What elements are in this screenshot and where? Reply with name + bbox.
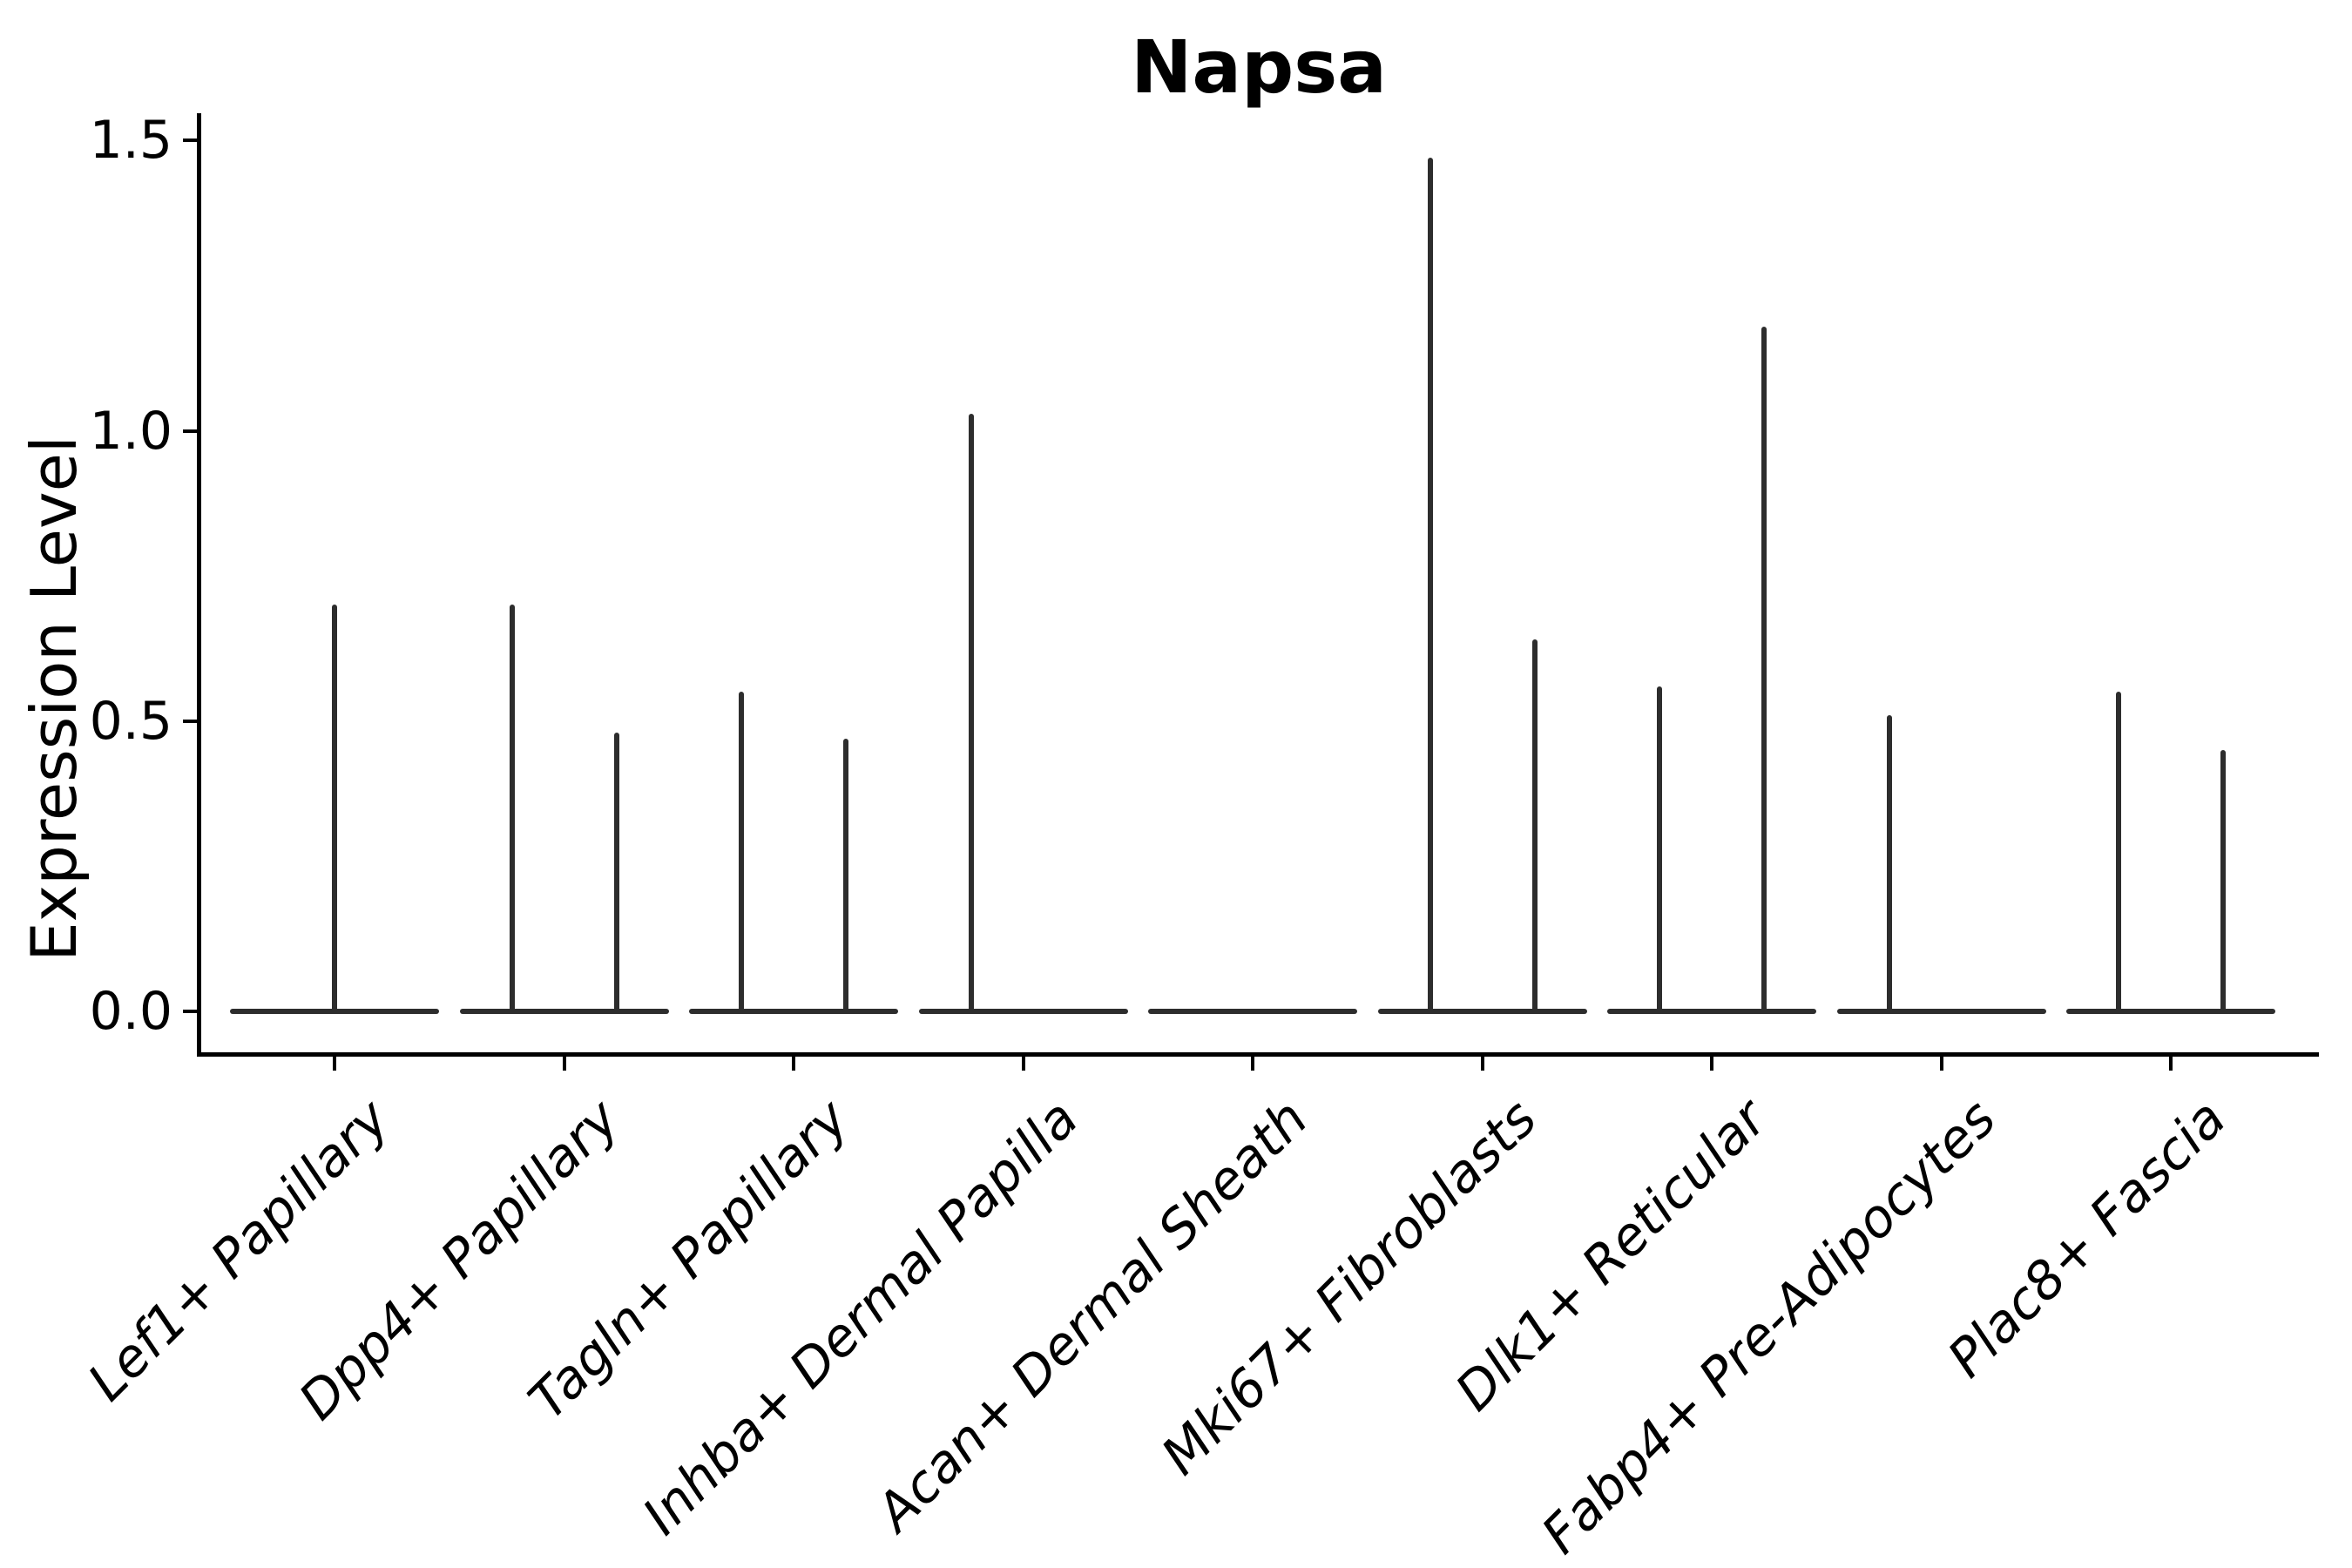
- x-tick-mark: [562, 1057, 566, 1071]
- x-tick-label: Fabp4+ Pre-Adipocytes: [1531, 1088, 2009, 1566]
- violin-spike: [739, 692, 744, 1014]
- x-tick-label: Mki67+ Fibroblasts: [1150, 1088, 1550, 1487]
- violin-spike: [2116, 692, 2121, 1014]
- violin-spike: [1531, 639, 1538, 1014]
- violin-spike: [1657, 686, 1662, 1014]
- x-tick-mark: [792, 1057, 795, 1071]
- x-tick-mark: [1021, 1057, 1025, 1071]
- x-tick-label: Acan+ Dermal Sheath: [864, 1088, 1320, 1544]
- x-axis-spine: [197, 1052, 2319, 1057]
- y-tick-mark: [183, 429, 197, 433]
- y-tick-mark: [183, 1010, 197, 1013]
- x-tick-mark: [1251, 1057, 1254, 1071]
- x-tick-label: Inhba+ Dermal Papilla: [631, 1088, 1091, 1547]
- x-tick-mark: [1939, 1057, 1943, 1071]
- violin-spike: [1886, 715, 1892, 1014]
- y-tick-label: 0.0: [89, 981, 172, 1042]
- violin-spike: [968, 413, 974, 1014]
- y-tick-mark: [183, 719, 197, 723]
- x-tick-mark: [1710, 1057, 1713, 1071]
- violin-baseline: [459, 1009, 669, 1014]
- violin-baseline: [1377, 1009, 1587, 1014]
- y-axis-spine: [197, 113, 201, 1056]
- violin-spike: [509, 605, 515, 1014]
- violin-baseline: [918, 1009, 1128, 1014]
- violin-baseline: [1148, 1009, 1357, 1014]
- y-tick-label: 0.5: [89, 690, 172, 752]
- violin-baseline: [2066, 1009, 2275, 1014]
- y-tick-mark: [183, 139, 197, 143]
- violin-spike: [1427, 158, 1433, 1014]
- chart-title: Napsa: [1131, 24, 1387, 110]
- violin-spike: [843, 738, 848, 1014]
- violin-baseline: [689, 1009, 898, 1014]
- x-tick-mark: [1480, 1057, 1484, 1071]
- x-tick-mark: [2169, 1057, 2173, 1071]
- violin-spike: [2220, 750, 2226, 1014]
- violin-spike: [332, 605, 337, 1014]
- y-tick-label: 1.0: [89, 400, 172, 462]
- y-tick-label: 1.5: [89, 110, 172, 172]
- violin-spike: [613, 733, 619, 1014]
- violin-baseline: [1836, 1009, 2046, 1014]
- x-tick-mark: [333, 1057, 336, 1071]
- violin-spike: [1761, 326, 1767, 1014]
- violin-baseline: [1607, 1009, 1816, 1014]
